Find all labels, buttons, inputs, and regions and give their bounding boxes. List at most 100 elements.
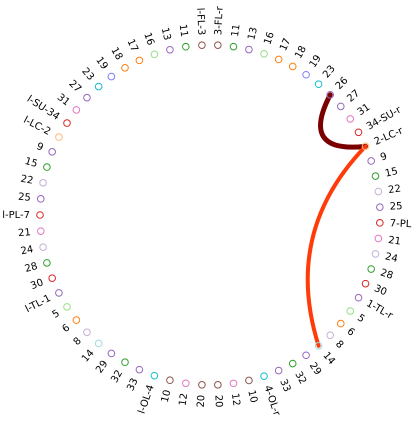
node — [288, 62, 297, 71]
node-label: 27 — [66, 78, 83, 95]
node — [36, 227, 45, 235]
node-label: 16 — [141, 31, 156, 47]
node-label: 20 — [212, 395, 224, 408]
node-label: 5 — [51, 308, 62, 321]
node — [72, 106, 81, 114]
node — [336, 102, 345, 111]
node — [121, 63, 129, 72]
node-label: 8 — [333, 339, 345, 351]
node — [260, 372, 268, 380]
node-label: 15 — [23, 156, 38, 170]
node — [150, 50, 159, 59]
node-label: 31 — [55, 92, 72, 109]
edge — [318, 92, 369, 150]
node-label: 27 — [345, 88, 362, 105]
node — [135, 365, 144, 374]
node-label: 6 — [60, 322, 72, 335]
node-label: 19 — [93, 55, 109, 72]
node-label: 28 — [379, 267, 395, 281]
node — [346, 115, 355, 123]
node — [274, 55, 283, 64]
node-label: 29 — [94, 359, 110, 376]
node-label: 2-LC-r — [373, 125, 406, 148]
node-label: 25 — [390, 201, 403, 213]
node — [43, 259, 51, 267]
node-label: 19 — [308, 53, 324, 70]
node — [63, 303, 71, 311]
node-label: l-TL-1 — [24, 293, 53, 315]
node-label: 6 — [345, 326, 357, 339]
node — [374, 187, 383, 196]
node-label: 9 — [379, 151, 389, 163]
node-label: 18 — [108, 46, 124, 63]
node-label: 7-PL — [390, 218, 412, 230]
node — [314, 80, 323, 89]
node-label: l-PL-7 — [2, 210, 30, 221]
node — [107, 349, 116, 358]
node — [182, 379, 190, 388]
node — [94, 82, 103, 91]
node — [302, 70, 310, 79]
node — [36, 211, 44, 219]
node — [371, 250, 380, 258]
node — [346, 307, 355, 315]
node — [274, 366, 283, 375]
node-label: 25 — [18, 192, 32, 204]
node — [55, 289, 63, 297]
node-label: 11 — [177, 24, 190, 38]
node-label: 14 — [320, 350, 337, 367]
node — [371, 172, 380, 180]
node-label: 12 — [178, 392, 191, 406]
node-label: 5 — [355, 313, 366, 326]
node — [367, 157, 375, 165]
node-label: 22 — [20, 174, 35, 187]
node-label: 8 — [72, 336, 84, 348]
node — [314, 341, 323, 350]
node-label: 32 — [292, 370, 308, 386]
node-label: l-LC-2 — [22, 115, 53, 138]
node-label: 28 — [24, 261, 39, 275]
node-label: 24 — [20, 244, 35, 257]
node — [326, 331, 335, 340]
node-label: 18 — [293, 44, 309, 60]
node — [214, 381, 222, 389]
node — [354, 128, 363, 137]
node-label: 13 — [246, 26, 260, 41]
node-label: 33 — [277, 378, 292, 394]
node-label: 22 — [388, 183, 402, 196]
node — [39, 179, 47, 187]
node-label: 12 — [229, 393, 242, 407]
node-label: 23 — [79, 66, 96, 83]
node-label: 1-TL-r — [364, 298, 395, 322]
node — [376, 203, 384, 211]
node — [107, 72, 116, 81]
node-label: 30 — [372, 283, 388, 298]
node-label: 10 — [245, 389, 259, 404]
node-label: l-OL-4 — [137, 383, 157, 415]
node — [150, 371, 159, 380]
node — [36, 195, 45, 203]
node — [260, 50, 268, 58]
node-label: 9 — [35, 141, 45, 154]
node — [55, 133, 63, 141]
node — [83, 328, 91, 337]
node — [367, 265, 375, 273]
node-label: 15 — [384, 166, 399, 180]
node-label: 10 — [160, 389, 174, 404]
node — [83, 93, 91, 102]
node — [361, 142, 370, 151]
node — [229, 42, 238, 51]
node — [229, 379, 238, 388]
edge — [305, 144, 368, 348]
node — [245, 376, 253, 385]
node — [198, 41, 206, 49]
node — [135, 56, 144, 65]
node-label: 30 — [29, 277, 45, 292]
node — [166, 376, 174, 385]
node — [63, 119, 71, 127]
node-label: 20 — [196, 395, 208, 408]
node — [374, 234, 383, 243]
node — [39, 243, 47, 251]
node — [198, 381, 206, 389]
